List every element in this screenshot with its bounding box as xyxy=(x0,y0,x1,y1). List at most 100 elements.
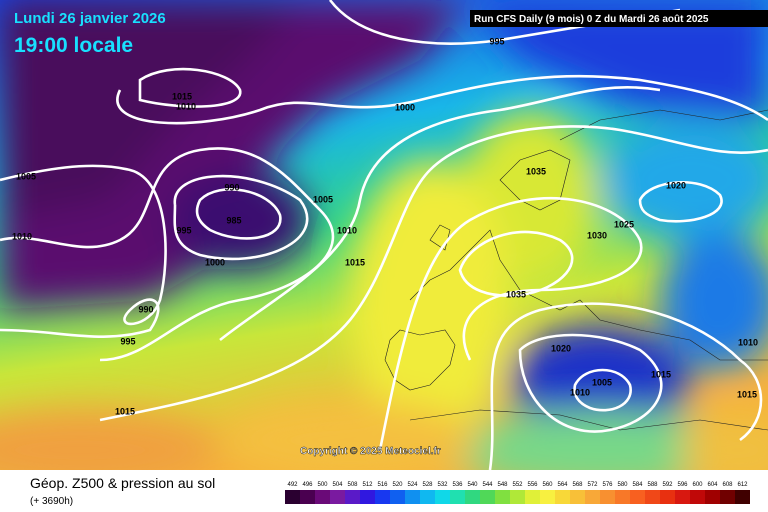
isobar-label: 1015 xyxy=(172,91,192,101)
scale-label: 536 xyxy=(452,482,463,488)
time: 19:00 locale xyxy=(14,34,133,57)
scale-label: 592 xyxy=(662,482,673,488)
scale-swatch xyxy=(495,490,510,504)
scale-swatch xyxy=(705,490,720,504)
isobar-label: 1005 xyxy=(313,194,333,204)
scale-swatch xyxy=(375,490,390,504)
isobar-label: 1000 xyxy=(395,102,415,112)
scale-swatch xyxy=(465,490,480,504)
scale-label: 496 xyxy=(302,482,313,488)
scale-label: 516 xyxy=(377,482,388,488)
isobar-label: 1015 xyxy=(115,406,135,416)
run-info: Run CFS Daily (9 mois) 0 Z du Mardi 26 a… xyxy=(474,14,709,25)
isobar-label: 990 xyxy=(138,304,153,314)
scale-label: 528 xyxy=(422,482,433,488)
isobar-label: 1010 xyxy=(12,231,32,241)
scale-label: 572 xyxy=(587,482,598,488)
isobar-label: 1015 xyxy=(651,369,671,379)
isobar-label: 1005 xyxy=(592,377,612,387)
isobar-label: 995 xyxy=(120,336,135,346)
scale-swatch xyxy=(720,490,735,504)
scale-swatch xyxy=(615,490,630,504)
scale-swatch xyxy=(630,490,645,504)
isobar-label: 1000 xyxy=(205,257,225,267)
isobar-label: 1035 xyxy=(506,289,526,299)
scale-label: 568 xyxy=(572,482,583,488)
isobar-label: 1015 xyxy=(737,389,757,399)
scale-label: 580 xyxy=(617,482,628,488)
date: Lundi 26 janvier 2026 xyxy=(14,10,166,27)
scale-label: 544 xyxy=(482,482,493,488)
scale-swatch xyxy=(300,490,315,504)
scale-label: 504 xyxy=(332,482,343,488)
isobar-labels: 995 1015 1010 1000 1005 990 985 995 1005… xyxy=(12,36,758,416)
isobar-label: 1010 xyxy=(570,387,590,397)
isobar-label: 985 xyxy=(226,215,241,225)
scale-label: 500 xyxy=(317,482,328,488)
scale-swatch xyxy=(285,490,300,504)
scale-swatch xyxy=(450,490,465,504)
scale-label: 612 xyxy=(737,482,748,488)
copyright: Copyright © 2025 Meteociel.fr xyxy=(300,446,441,457)
isobar-label: 995 xyxy=(176,225,191,235)
scale-swatch xyxy=(540,490,555,504)
scale-swatch xyxy=(660,490,675,504)
scale-swatch xyxy=(525,490,540,504)
scale-swatch xyxy=(420,490,435,504)
isobar-label: 1020 xyxy=(551,343,571,353)
scale-label: 576 xyxy=(602,482,613,488)
isobar-label: 1020 xyxy=(666,180,686,190)
scale-label: 540 xyxy=(467,482,478,488)
isobar-label: 1010 xyxy=(176,101,196,111)
isobar-label: 1030 xyxy=(587,230,607,240)
run-box xyxy=(470,10,768,27)
scale-label: 556 xyxy=(527,482,538,488)
scale-label: 564 xyxy=(557,482,568,488)
isobar-label: 990 xyxy=(224,182,239,192)
scale-swatch xyxy=(390,490,405,504)
isobar-label: 995 xyxy=(489,36,504,46)
scale-swatch xyxy=(555,490,570,504)
isobar-label: 1015 xyxy=(345,257,365,267)
scale-label: 492 xyxy=(287,482,298,488)
isobar-label: 1010 xyxy=(337,225,357,235)
scale-swatch xyxy=(510,490,525,504)
isobar-label: 1035 xyxy=(526,166,546,176)
color-scale: 492 496 500 504 508 512 516 520 524 528 532 536 540 5… xyxy=(285,482,750,504)
scale-swatch xyxy=(360,490,375,504)
scale-swatch xyxy=(330,490,345,504)
scale-label: 532 xyxy=(437,482,448,488)
scale-swatch xyxy=(675,490,690,504)
scale-swatch xyxy=(585,490,600,504)
isobar-label: 1025 xyxy=(614,219,634,229)
scale-swatch xyxy=(435,490,450,504)
scale-label: 548 xyxy=(497,482,508,488)
scale-label: 604 xyxy=(707,482,718,488)
isobar-label: 1010 xyxy=(738,337,758,347)
scale-label: 600 xyxy=(692,482,703,488)
scale-swatch xyxy=(570,490,585,504)
scale-swatch xyxy=(405,490,420,504)
scale-label: 552 xyxy=(512,482,523,488)
scale-label: 520 xyxy=(392,482,403,488)
scale-label: 584 xyxy=(632,482,643,488)
scale-label: 512 xyxy=(362,482,373,488)
scale-label: 608 xyxy=(722,482,733,488)
scale-swatch xyxy=(645,490,660,504)
scale-swatch xyxy=(480,490,495,504)
footer-lead: (+ 3690h) xyxy=(30,496,73,507)
scale-label: 596 xyxy=(677,482,688,488)
scale-label: 560 xyxy=(542,482,553,488)
scale-swatch xyxy=(315,490,330,504)
scale-swatch xyxy=(735,490,750,504)
scale-swatch xyxy=(690,490,705,504)
scale-label: 508 xyxy=(347,482,358,488)
isobar-label: 1005 xyxy=(16,171,36,181)
footer-title: Géop. Z500 & pression au sol xyxy=(30,475,215,491)
scale-swatch xyxy=(345,490,360,504)
scale-label: 524 xyxy=(407,482,418,488)
scale-label: 588 xyxy=(647,482,658,488)
scale-swatch xyxy=(600,490,615,504)
